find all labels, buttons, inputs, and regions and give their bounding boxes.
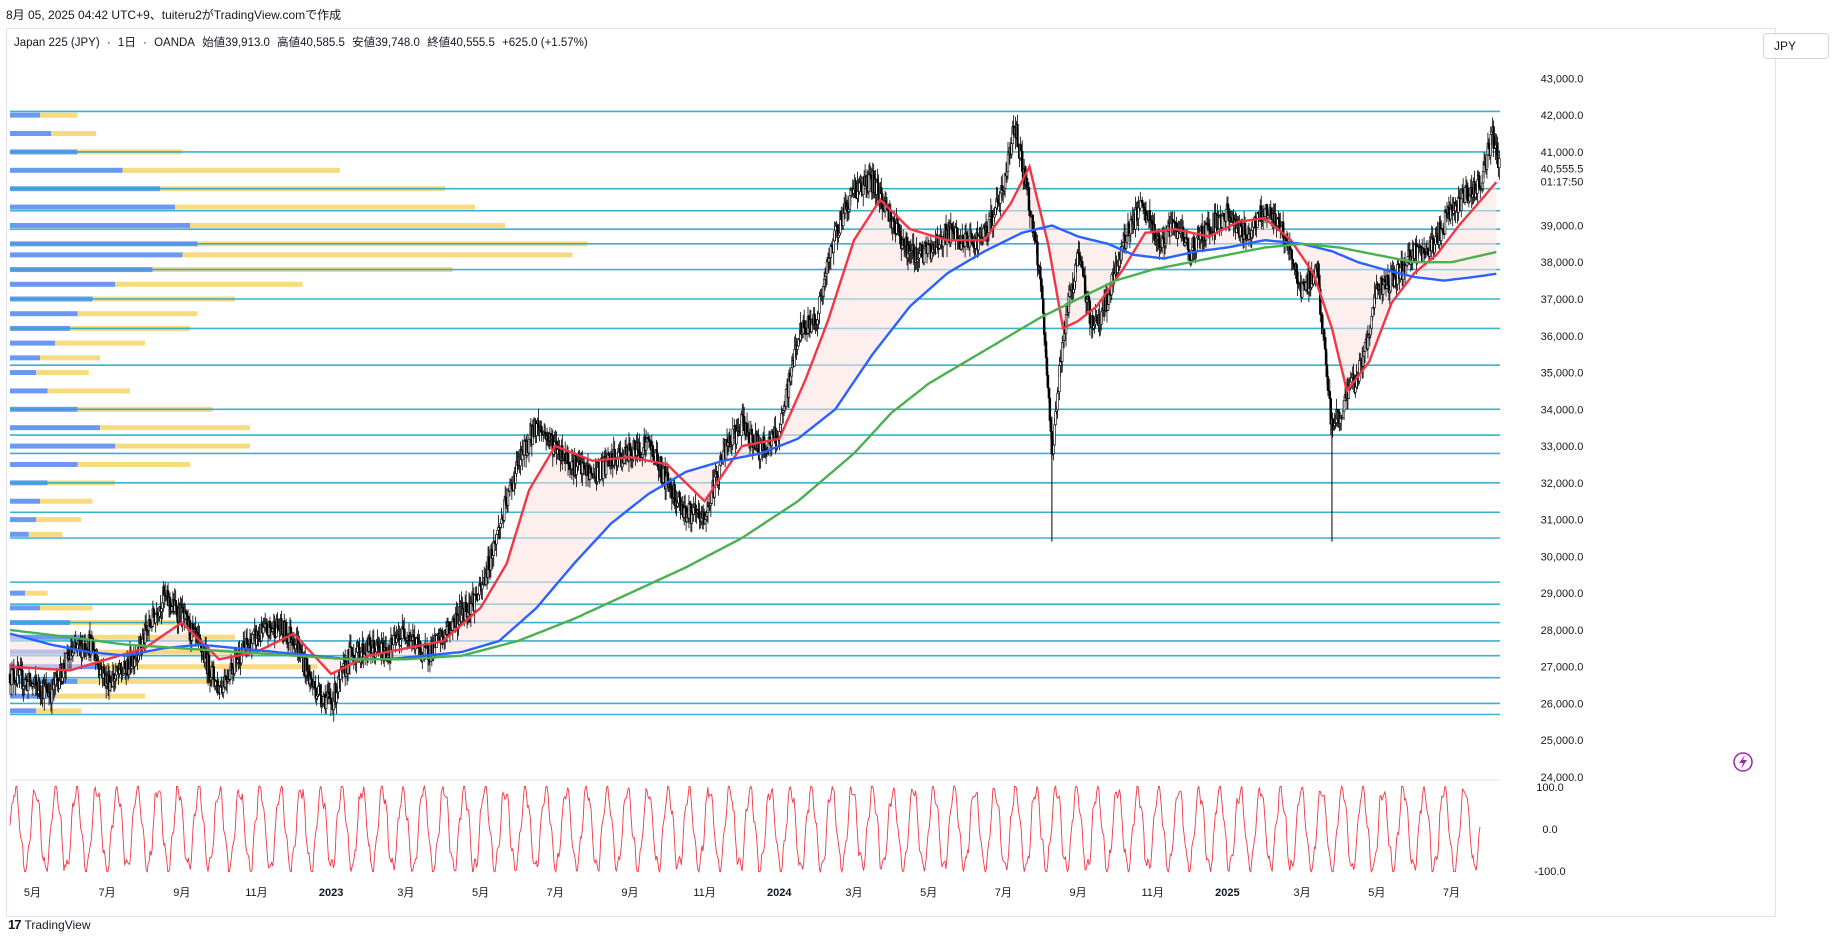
legend-symbol[interactable]: Japan 225 (JPY) — [14, 37, 100, 49]
legend-interval[interactable]: 1日 — [117, 37, 136, 49]
legend-low: 安値39,748.0 — [352, 37, 420, 49]
currency-selector[interactable]: JPY — [1763, 33, 1829, 59]
symbol-legend[interactable]: Japan 225 (JPY) · 1日 · OANDA 始値39,913.0 … — [14, 34, 592, 50]
legend-source: OANDA — [154, 37, 195, 49]
legend-sep: · — [143, 37, 147, 49]
legend-sep: · — [106, 37, 111, 49]
footer[interactable]: 17 TradingView — [8, 917, 91, 932]
legend-close: 終値40,555.5 — [427, 37, 495, 49]
header-timestamp: 8月 05, 2025 04:42 UTC+9、tuiteru2がTrading… — [6, 8, 342, 22]
legend-open: 始値39,913.0 — [202, 37, 270, 49]
footer-brand: TradingView — [24, 917, 91, 932]
tv-logo-icon: 17 — [8, 917, 22, 932]
chart-frame — [6, 28, 1776, 917]
legend-high: 高値40,585.5 — [277, 37, 345, 49]
legend-change: +625.0 (+1.57%) — [502, 37, 588, 49]
